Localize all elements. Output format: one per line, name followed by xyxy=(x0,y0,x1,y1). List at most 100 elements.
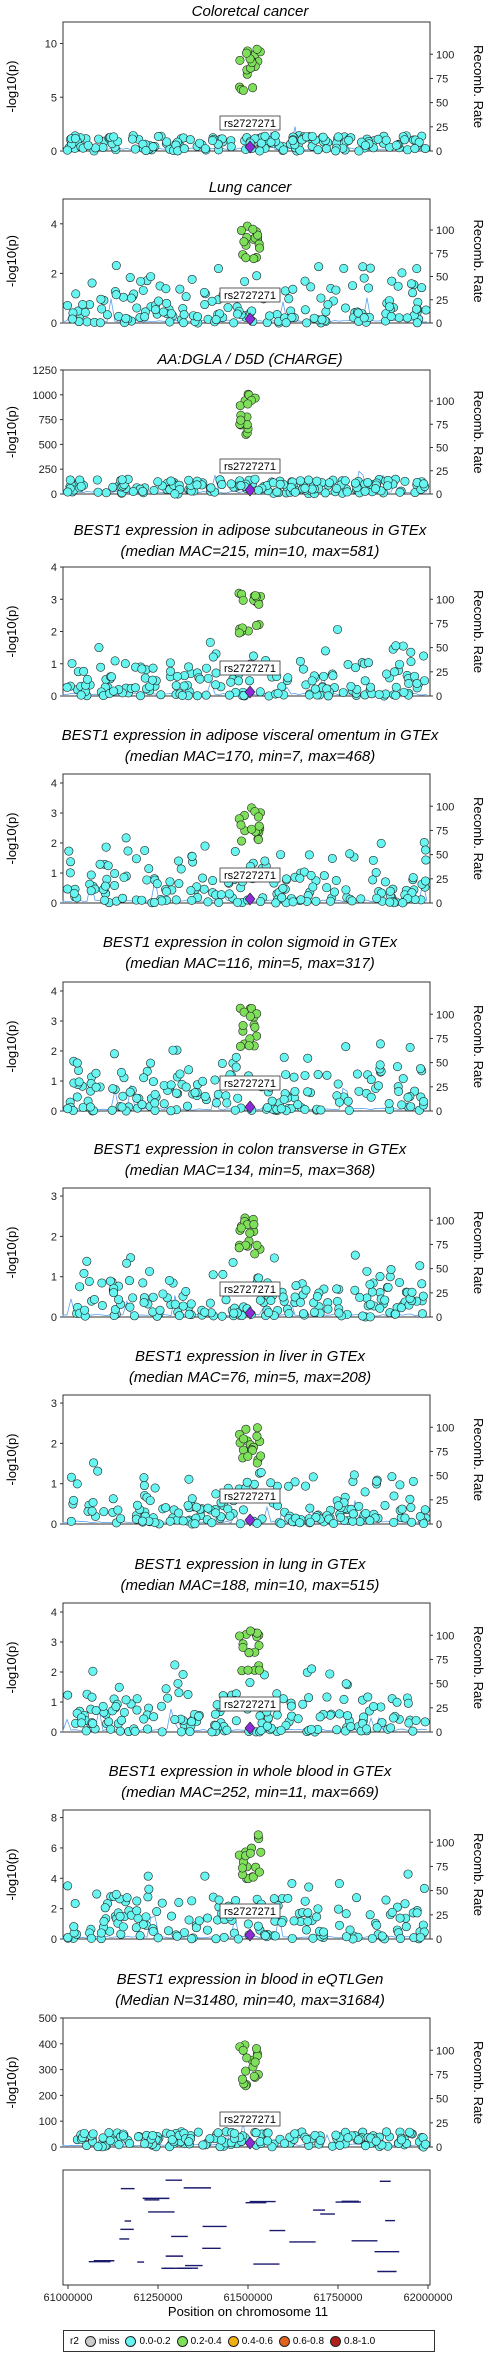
snp-point xyxy=(280,286,290,296)
snp-point xyxy=(420,876,430,886)
snp-point xyxy=(302,318,312,328)
snp-point xyxy=(371,484,381,494)
snp-point xyxy=(140,312,150,322)
snp-point xyxy=(419,676,429,686)
snp-point xyxy=(106,1724,116,1734)
snp-point xyxy=(308,1472,318,1482)
snp-point xyxy=(371,2136,381,2146)
snp-point xyxy=(253,485,263,495)
panel-title: BEST1 expression in whole blood in GTEx xyxy=(108,1763,392,1780)
snp-point xyxy=(393,281,403,291)
snp-point xyxy=(114,2140,124,2150)
snp-point xyxy=(139,1298,149,1308)
panel-title: Lung cancer xyxy=(208,179,292,196)
snp-point xyxy=(89,1458,99,1468)
y2-tick-label: 50 xyxy=(436,643,448,655)
snp-point xyxy=(319,871,329,881)
snp-point xyxy=(341,1932,351,1942)
plot-frame xyxy=(62,21,431,152)
snp-point xyxy=(205,1298,215,1308)
y-axis-label: -log10(p) xyxy=(4,2056,19,2108)
y-tick-label: 4 xyxy=(51,986,57,998)
snp-point-ld xyxy=(256,1451,266,1461)
snp-point xyxy=(132,1705,142,1715)
snp-point xyxy=(419,1096,429,1106)
snp-point xyxy=(260,131,270,141)
snp-point xyxy=(201,663,211,673)
snp-point xyxy=(376,838,386,848)
snp-point xyxy=(104,1717,114,1727)
snp-point xyxy=(387,1907,397,1917)
snp-point xyxy=(193,312,203,322)
snp-point xyxy=(222,1725,232,1735)
y2-tick-label: 100 xyxy=(436,1215,454,1227)
snp-point xyxy=(420,845,430,855)
snp-point xyxy=(331,2130,341,2140)
snp-point xyxy=(235,1519,245,1529)
snp-point xyxy=(121,833,131,843)
snp-point xyxy=(400,135,410,145)
snp-point xyxy=(323,691,333,701)
snp-point xyxy=(263,2128,273,2138)
snp-point xyxy=(211,1508,221,1518)
snp-point-ld xyxy=(252,2044,262,2054)
snp-point xyxy=(301,1481,311,1491)
snp-point xyxy=(380,877,390,887)
snp-point-ld xyxy=(249,254,259,264)
panel-subtitle: (median MAC=215, min=10, max=581) xyxy=(120,543,380,560)
panel-title: BEST1 expression in lung in GTEx xyxy=(134,1556,366,1573)
y-tick-label: 4 xyxy=(51,562,57,574)
snp-point-ld xyxy=(235,401,245,411)
y2-tick-label: 25 xyxy=(436,874,448,886)
snp-point xyxy=(148,663,158,673)
y2-tick-label: 0 xyxy=(436,318,442,330)
gene-track-panel: 61000000 61250000 61500000 61750000 62000000… xyxy=(44,2169,452,2319)
plot-panel: 0 2 4 0 25 50 75 100 -log10(p) Recomb. Rate rs2727… xyxy=(4,198,486,330)
snp-point xyxy=(118,893,128,903)
snp-point-ld xyxy=(249,2071,259,2081)
snp-point xyxy=(97,1300,107,1310)
snp-point xyxy=(400,1899,410,1909)
y2-tick-label: 50 xyxy=(436,1886,448,1898)
snp-point xyxy=(109,1288,119,1298)
snp-point-ld xyxy=(241,253,251,263)
y2-tick-label: 25 xyxy=(436,295,448,307)
snp-point xyxy=(76,690,86,700)
snp-point xyxy=(66,857,76,867)
snp-point xyxy=(271,898,281,908)
y2-tick-label: 50 xyxy=(436,1058,448,1070)
snp-point xyxy=(306,282,316,292)
plot-panel: 0 1 2 3 4 0 25 50 75 100 -log10(p) Recomb. Rate rs27… xyxy=(4,562,486,703)
snp-point xyxy=(365,1516,375,1526)
snp-point xyxy=(98,1701,108,1711)
snp-point xyxy=(84,1276,94,1286)
y-tick-label: 0 xyxy=(51,1519,57,1531)
snp-point xyxy=(331,285,341,295)
snp-point xyxy=(132,1906,142,1916)
y2-tick-label: 50 xyxy=(436,2094,448,2106)
snp-point xyxy=(62,301,72,311)
panel-title: BEST1 expression in blood in eQTLGen xyxy=(116,1971,384,1988)
snp-point-ld xyxy=(243,1665,253,1675)
snp-point xyxy=(333,1501,343,1511)
snp-point xyxy=(163,1926,173,1936)
snp-point xyxy=(309,1307,319,1317)
snp-point xyxy=(350,1285,360,1295)
snp-point xyxy=(118,1091,128,1101)
snp-point-ld xyxy=(254,1640,264,1650)
snp-point xyxy=(387,276,397,286)
snp-point xyxy=(288,136,298,146)
gene-track-frame xyxy=(62,2169,431,2286)
y-tick-label: 3 xyxy=(51,594,57,606)
snp-point xyxy=(217,1058,227,1068)
snp-point xyxy=(167,2135,177,2145)
snp-point xyxy=(91,1706,101,1716)
snp-point xyxy=(341,885,351,895)
snp-point xyxy=(300,305,310,315)
snp-point xyxy=(270,1931,280,1941)
snp-point xyxy=(183,1689,193,1699)
snp-point xyxy=(387,1472,397,1482)
snp-point xyxy=(138,1919,148,1929)
snp-point xyxy=(323,1304,333,1314)
lead-snp-label: rs2727271 xyxy=(224,2114,276,2126)
